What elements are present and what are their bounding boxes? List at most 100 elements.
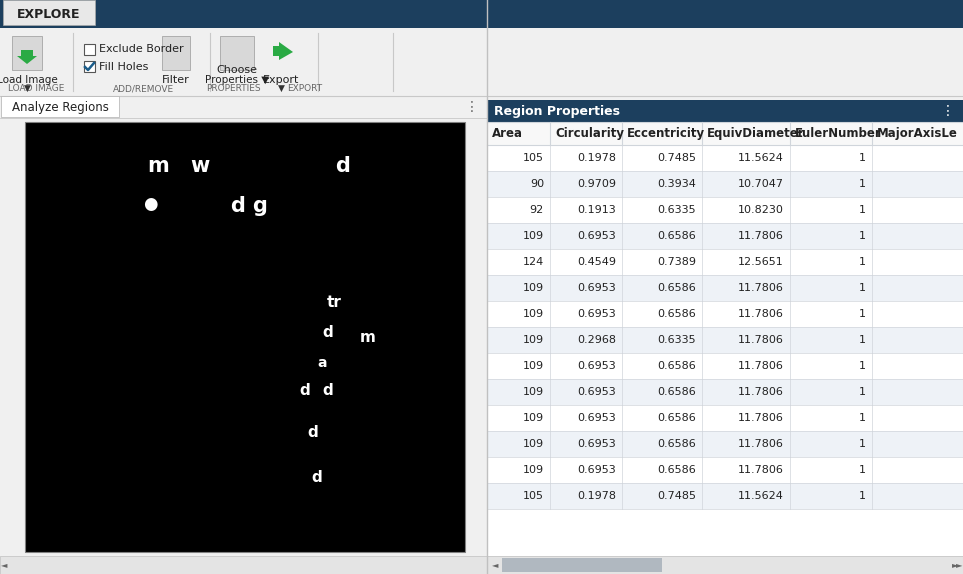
- Text: w: w: [190, 156, 209, 176]
- Text: 1: 1: [859, 309, 866, 319]
- Bar: [487, 431, 963, 457]
- Bar: [487, 405, 963, 431]
- Text: 1: 1: [859, 335, 866, 345]
- Text: 11.7806: 11.7806: [738, 465, 784, 475]
- Bar: [487, 353, 963, 379]
- Text: 11.7806: 11.7806: [738, 387, 784, 397]
- Text: 11.7806: 11.7806: [738, 283, 784, 293]
- Text: a: a: [317, 356, 326, 370]
- Bar: [0, 96, 963, 118]
- Text: 11.7806: 11.7806: [738, 413, 784, 423]
- Text: 0.6953: 0.6953: [577, 361, 616, 371]
- Text: 109: 109: [523, 465, 544, 475]
- Text: 0.6586: 0.6586: [658, 387, 696, 397]
- Text: d: d: [299, 383, 310, 398]
- Bar: [487, 556, 963, 574]
- Text: 10.8230: 10.8230: [738, 205, 784, 215]
- Text: 109: 109: [523, 413, 544, 423]
- Text: d: d: [322, 383, 333, 398]
- Text: 109: 109: [523, 439, 544, 449]
- Text: 0.4549: 0.4549: [577, 257, 616, 267]
- Bar: [220, 36, 254, 70]
- Text: g: g: [252, 196, 267, 216]
- Text: Area: Area: [492, 127, 523, 140]
- Text: 105: 105: [523, 153, 544, 163]
- Bar: [487, 457, 963, 483]
- Text: ►: ►: [951, 560, 958, 569]
- Text: 0.6586: 0.6586: [658, 439, 696, 449]
- Text: ◄: ◄: [1, 560, 8, 569]
- Text: 10.7047: 10.7047: [738, 179, 784, 189]
- Bar: [487, 197, 963, 223]
- Bar: [3, 0, 95, 25]
- Text: 11.7806: 11.7806: [738, 309, 784, 319]
- Text: 92: 92: [530, 205, 544, 215]
- Bar: [0, 28, 963, 96]
- Text: PROPERTIES: PROPERTIES: [206, 84, 260, 93]
- Text: 109: 109: [523, 231, 544, 241]
- Text: 0.9709: 0.9709: [577, 179, 616, 189]
- Text: Circularity: Circularity: [555, 127, 624, 140]
- Text: MajorAxisLe: MajorAxisLe: [877, 127, 958, 140]
- Text: 109: 109: [523, 309, 544, 319]
- Bar: [487, 0, 963, 574]
- Bar: [487, 223, 963, 249]
- Text: ◄: ◄: [492, 560, 498, 569]
- Bar: [162, 36, 190, 70]
- Text: ADD/REMOVE: ADD/REMOVE: [113, 84, 173, 93]
- Text: m: m: [360, 330, 376, 345]
- Text: 1: 1: [859, 491, 866, 501]
- Text: Eccentricity: Eccentricity: [627, 127, 705, 140]
- Bar: [487, 483, 963, 509]
- Text: 11.5624: 11.5624: [738, 491, 784, 501]
- Text: 0.6335: 0.6335: [658, 335, 696, 345]
- Text: d: d: [230, 196, 245, 216]
- Text: 0.1978: 0.1978: [577, 153, 616, 163]
- Text: 11.5624: 11.5624: [738, 153, 784, 163]
- Text: 1: 1: [859, 231, 866, 241]
- Text: 1: 1: [859, 257, 866, 267]
- Text: 1: 1: [859, 465, 866, 475]
- Text: 12.5651: 12.5651: [739, 257, 784, 267]
- Text: 1: 1: [859, 205, 866, 215]
- Text: 109: 109: [523, 387, 544, 397]
- Text: 0.6586: 0.6586: [658, 465, 696, 475]
- Text: d: d: [307, 425, 318, 440]
- Bar: [487, 100, 963, 122]
- Text: 0.1978: 0.1978: [577, 491, 616, 501]
- Bar: [502, 558, 662, 572]
- Bar: [487, 509, 963, 556]
- Text: ⋮: ⋮: [941, 104, 955, 118]
- Text: 90: 90: [530, 179, 544, 189]
- Text: Fill Holes: Fill Holes: [99, 61, 148, 72]
- Text: ►: ►: [955, 560, 962, 569]
- Text: LOAD IMAGE: LOAD IMAGE: [8, 84, 65, 93]
- Text: 1: 1: [859, 179, 866, 189]
- Bar: [487, 122, 963, 145]
- Text: Export: Export: [263, 75, 299, 85]
- Text: 109: 109: [523, 361, 544, 371]
- Text: 109: 109: [523, 283, 544, 293]
- Text: 11.7806: 11.7806: [738, 361, 784, 371]
- Text: EquivDiameter: EquivDiameter: [707, 127, 805, 140]
- Text: 0.7485: 0.7485: [657, 153, 696, 163]
- Text: 1: 1: [859, 153, 866, 163]
- Text: 1: 1: [859, 387, 866, 397]
- Text: tr: tr: [327, 295, 342, 310]
- Bar: [487, 301, 963, 327]
- Text: 0.6335: 0.6335: [658, 205, 696, 215]
- Text: EXPLORE: EXPLORE: [17, 7, 81, 21]
- Bar: [12, 36, 42, 70]
- Text: 1: 1: [859, 361, 866, 371]
- Text: m: m: [147, 156, 169, 176]
- Polygon shape: [17, 50, 37, 64]
- Text: 11.7806: 11.7806: [738, 439, 784, 449]
- Bar: [487, 327, 963, 353]
- Text: EXPORT: EXPORT: [287, 84, 323, 93]
- Text: Load Image: Load Image: [0, 75, 58, 85]
- Text: ▼: ▼: [23, 83, 31, 92]
- Bar: [84, 44, 95, 55]
- Bar: [487, 275, 963, 301]
- Text: Filter: Filter: [162, 75, 190, 85]
- Text: d: d: [311, 470, 322, 485]
